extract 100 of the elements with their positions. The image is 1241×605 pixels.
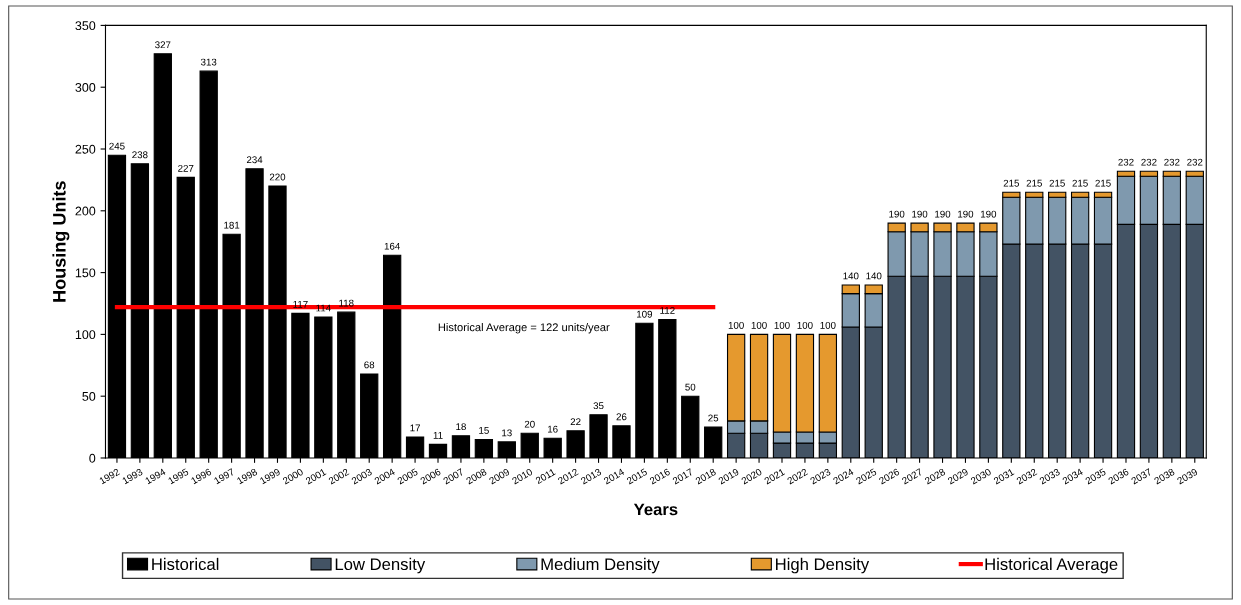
total-label: 232 [1187,158,1203,166]
legend-label: Low Density [335,557,426,574]
total-label: 100 [797,321,813,329]
x-tick-label: 2018 [695,468,717,485]
x-tick-label: 2038 [1153,468,1176,485]
x-tick-label: 1996 [190,468,212,485]
x-tick-label: 1997 [213,468,235,485]
x-tick-label: 2012 [557,468,579,485]
x-tick-label: 2009 [488,468,510,485]
data-label: 234 [246,156,263,164]
data-label: 164 [384,242,400,250]
x-tick-label: 2031 [993,468,1015,485]
y-tick-label: 350 [75,21,96,31]
total-label: 215 [1095,179,1111,187]
legend-label: Historical Average [985,557,1118,574]
total-label: 232 [1164,158,1180,166]
data-label: 238 [132,151,148,159]
data-label: 15 [479,427,489,434]
data-label: 112 [660,307,675,314]
x-tick-label: 2032 [1016,468,1038,485]
x-tick-label: 2029 [947,468,969,485]
x-tick-label: 2028 [924,468,946,485]
x-tick-label: 2002 [328,468,350,485]
total-label: 100 [774,321,790,329]
total-label: 100 [820,321,836,329]
x-tick-label: 2030 [970,468,992,485]
legend-label: Historical [152,557,219,571]
y-tick-label: 50 [82,391,96,401]
total-label: 215 [1003,179,1020,187]
x-tick-label: 2036 [1107,468,1130,485]
x-tick-label: 2008 [465,468,488,485]
total-label: 190 [981,210,997,218]
total-label: 215 [1072,179,1088,187]
data-label: 245 [109,142,125,150]
total-label: 100 [728,321,744,329]
y-tick-label: 150 [75,268,96,278]
x-tick-label: 2027 [901,468,923,485]
data-label: 13 [502,429,512,437]
data-label: 25 [708,414,719,422]
x-tick-label: 1999 [259,468,281,485]
data-label: 68 [364,361,375,369]
x-tick-label: 2011 [535,468,556,485]
x-tick-label: 2010 [511,468,533,485]
x-tick-label: 2019 [717,468,740,485]
total-label: 215 [1049,179,1065,187]
x-tick-label: 2039 [1176,468,1198,485]
y-tick-label: 0 [89,453,96,463]
total-label: 140 [843,272,859,280]
x-tick-label: 1993 [121,468,144,485]
total-label: 232 [1118,158,1134,166]
x-tick-label: 2033 [1039,468,1061,485]
x-tick-label: 2020 [740,468,763,485]
x-tick-label: 1995 [167,468,189,485]
data-label: 26 [616,413,627,421]
total-label: 215 [1026,179,1042,187]
x-tick-label: 2006 [419,468,442,485]
x-tick-label: 2013 [580,468,602,485]
data-label: 313 [200,58,217,66]
x-tick-label: 2000 [282,468,304,485]
legend-label: High Density [776,557,870,574]
x-tick-label: 2003 [351,468,373,485]
x-tick-label: 2001 [305,468,327,485]
data-label: 220 [269,173,286,181]
x-tick-label: 2022 [786,468,809,485]
x-tick-label: 2026 [878,468,900,485]
y-tick-label: 300 [75,83,96,92]
x-tick-label: 2004 [373,468,396,485]
data-label: 35 [593,402,604,410]
x-tick-label: 1998 [236,468,258,485]
x-tick-label: 2023 [809,468,832,485]
total-label: 190 [912,210,928,218]
y-tick-label: 200 [75,206,96,216]
data-label: 50 [685,383,696,391]
data-label: 22 [570,418,581,426]
data-label: 109 [637,310,653,318]
data-label: 327 [155,41,171,49]
total-label: 100 [751,321,767,329]
y-tick-label: 100 [75,330,96,340]
legend-label: Medium Density [541,557,660,574]
total-label: 190 [958,210,974,218]
x-tick-label: 1992 [98,468,121,485]
data-label: 18 [456,423,466,431]
data-label: 16 [548,425,558,433]
data-label: 118 [339,299,354,307]
annotation: Historical Average = 122 units/year [438,323,610,334]
data-label: 227 [178,164,194,172]
data-label: 17 [410,424,420,432]
data-label: 20 [524,420,535,428]
x-tick-label: 1994 [144,468,167,485]
y-axis-title: Housing Units [52,181,70,302]
total-label: 140 [866,272,882,280]
total-label: 190 [935,210,951,218]
total-label: 190 [889,210,905,218]
data-label: 11 [433,431,443,439]
x-tick-label: 2034 [1061,468,1084,485]
x-tick-label: 2014 [603,468,625,485]
total-label: 232 [1141,158,1157,166]
x-axis-title: Years [633,503,678,516]
y-tick-label: 250 [75,144,96,154]
x-tick-label: 2021 [763,468,786,485]
